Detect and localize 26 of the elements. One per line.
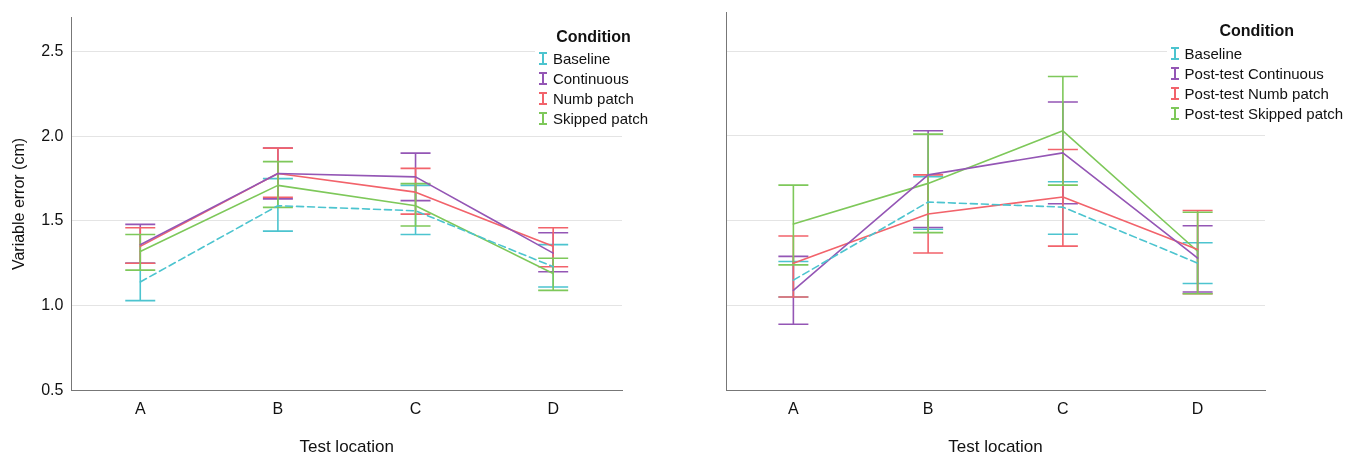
legend-label: Post-test Numb patch bbox=[1184, 84, 1329, 102]
x-tick-label: A bbox=[134, 400, 146, 418]
x-tick-label: D bbox=[547, 400, 559, 418]
legend-label: Numb patch bbox=[552, 90, 634, 108]
x-axis-title: Test location bbox=[948, 437, 1043, 457]
x-tick-label: D bbox=[1191, 400, 1204, 418]
x-tick-label: C bbox=[409, 400, 422, 418]
legend-label: Baseline bbox=[1184, 44, 1243, 62]
legend-label: Continuous bbox=[552, 70, 629, 88]
x-tick-label: B bbox=[272, 400, 284, 418]
legend-label: Baseline bbox=[552, 50, 611, 68]
legend-label: Post-test Continuous bbox=[1184, 64, 1324, 82]
x-tick-label: A bbox=[788, 400, 800, 418]
legend-label: Post-test Skipped patch bbox=[1184, 104, 1343, 122]
y-axis-title: Variable error (cm) bbox=[10, 137, 28, 271]
y-tick-label: 2.0 bbox=[41, 126, 64, 144]
x-tick-label: B bbox=[922, 400, 934, 418]
x-axis-title: Test location bbox=[299, 437, 394, 457]
legend-title: Condition bbox=[555, 27, 632, 46]
x-tick-label: C bbox=[1057, 400, 1069, 418]
legend-title: Condition bbox=[1218, 22, 1296, 40]
y-tick-label: 0.5 bbox=[41, 380, 64, 398]
y-tick-label: 1.5 bbox=[41, 211, 64, 229]
y-tick-label: 1.0 bbox=[41, 296, 64, 314]
legend-label: Skipped patch bbox=[552, 110, 648, 128]
y-tick-label: 2.5 bbox=[41, 41, 64, 59]
